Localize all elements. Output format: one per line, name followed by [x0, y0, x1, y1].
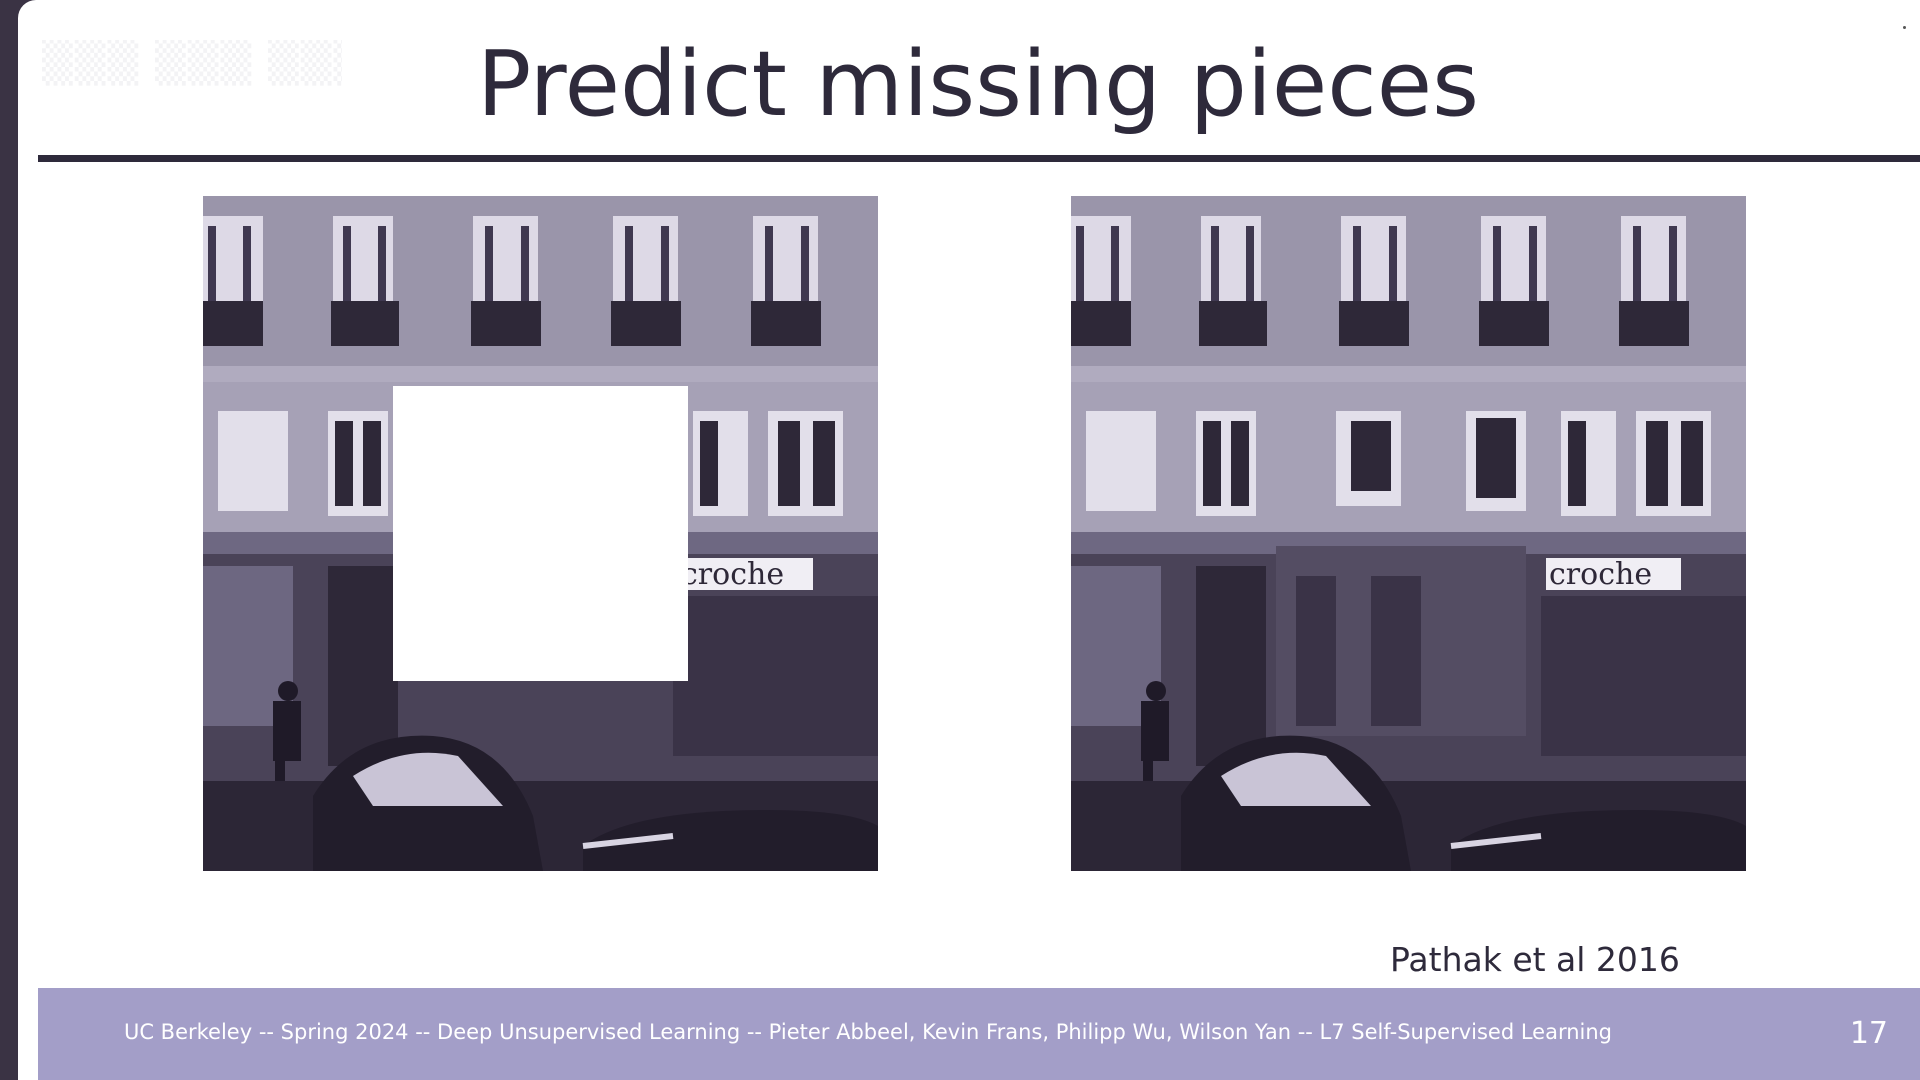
footer-bar: UC Berkeley -- Spring 2024 -- Deep Unsup… [38, 988, 1920, 1080]
slide-title: Predict missing pieces [476, 32, 1480, 137]
page-number: 17 [1849, 1016, 1888, 1051]
footer-text: UC Berkeley -- Spring 2024 -- Deep Unsup… [123, 1020, 1613, 1044]
inpainted-output-image: croche [1071, 196, 1746, 871]
title-divider [38, 155, 1920, 162]
slide: ▒▒▒ ▒▒▒ ▒▒▒▒ Predict missing pieces [18, 0, 1920, 1080]
shop-sign-text: croche [681, 557, 784, 592]
logo: ▒▒▒ ▒▒▒ ▒▒▒▒ [42, 40, 342, 86]
shop-sign-text: croche [1549, 557, 1652, 592]
masked-input-image: croche [203, 196, 878, 871]
citation-caption: Pathak et al 2016 [1390, 940, 1680, 979]
corner-dot [1903, 26, 1906, 29]
